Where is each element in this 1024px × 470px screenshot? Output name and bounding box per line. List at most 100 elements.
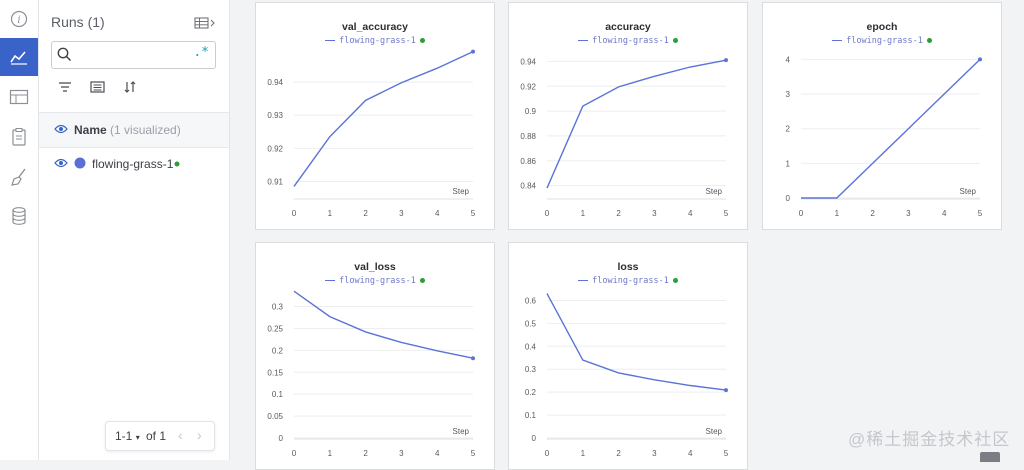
series-end-point <box>978 57 982 62</box>
x-tick-label: 5 <box>724 209 729 218</box>
y-tick-label: 0.1 <box>272 390 284 399</box>
x-tick-label: 1 <box>581 209 586 218</box>
eye-icon[interactable] <box>54 158 68 168</box>
regex-toggle[interactable]: .* <box>193 45 209 60</box>
x-tick-label: 4 <box>435 209 440 218</box>
chart-title: epoch <box>866 21 898 33</box>
x-tick-label: 0 <box>545 209 550 218</box>
chart-legend[interactable]: flowing-grass-1 <box>763 36 1001 46</box>
x-tick-label: 3 <box>652 209 657 218</box>
chart-legend[interactable]: flowing-grass-1 <box>509 36 747 46</box>
chart-card-val-accuracy[interactable]: val_accuracy flowing-grass-1 0.91 0.92 0.9… <box>255 2 495 230</box>
series-end-point <box>724 388 728 393</box>
x-axis-label: Step <box>706 427 723 436</box>
x-tick-label: 3 <box>906 209 911 218</box>
chart-legend[interactable]: flowing-grass-1 <box>256 36 494 46</box>
y-tick-label: 0.15 <box>267 368 283 377</box>
x-tick-label: 2 <box>616 449 621 458</box>
x-tick-label: 4 <box>435 449 440 458</box>
run-name[interactable]: flowing-grass-1 <box>92 157 174 171</box>
x-tick-label: 3 <box>399 209 404 218</box>
page-count: of 1 <box>146 429 167 443</box>
chart-legend[interactable]: flowing-grass-1 <box>256 276 494 286</box>
y-tick-label: 0 <box>279 434 284 443</box>
visualized-count: (1 visualized) <box>110 123 181 137</box>
series-end-point <box>471 49 475 54</box>
run-row[interactable]: flowing-grass-1 <box>39 150 229 176</box>
x-tick-label: 1 <box>328 209 333 218</box>
line-chart[interactable]: 0.84 0.86 0.88 0.9 0.92 0.94 0 1 2 3 4 5 Step <box>509 3 747 229</box>
y-tick-label: 3 <box>786 90 791 99</box>
x-tick-label: 5 <box>724 449 729 458</box>
expand-table-icon[interactable] <box>194 16 216 34</box>
line-chart[interactable]: 0 0.05 0.1 0.15 0.2 0.25 0.3 0 1 2 3 4 5 Step <box>256 243 494 469</box>
y-tick-label: 0.3 <box>272 303 284 312</box>
chart-card-accuracy[interactable]: accuracy flowing-grass-1 0.84 0.86 0.88 0.9… <box>508 2 748 230</box>
x-tick-label: 1 <box>581 449 586 458</box>
y-tick-label: 2 <box>786 125 791 134</box>
y-tick-label: 0.9 <box>525 107 537 116</box>
sort-icon[interactable] <box>123 80 137 99</box>
x-tick-label: 4 <box>688 209 693 218</box>
y-tick-label: 0.25 <box>267 324 283 333</box>
info-icon[interactable]: i <box>0 0 38 38</box>
y-tick-label: 0 <box>532 434 537 443</box>
run-color-swatch[interactable] <box>74 157 86 169</box>
line-chart[interactable]: 0 1 2 3 4 0 1 2 3 4 5 Step <box>763 3 1001 229</box>
prev-page-icon[interactable]: ‹ <box>178 427 183 443</box>
chart-title: loss <box>617 261 639 273</box>
y-tick-label: 1 <box>786 159 791 168</box>
series-line <box>801 58 981 199</box>
charts-icon[interactable] <box>0 38 38 76</box>
table-icon[interactable] <box>0 78 38 116</box>
clipboard-icon[interactable] <box>0 118 38 156</box>
filter-icon[interactable] <box>58 80 72 99</box>
chart-card-val-loss[interactable]: val_loss flowing-grass-1 0 0.05 0.1 0.15 0.2… <box>255 242 495 470</box>
x-tick-label: 2 <box>616 209 621 218</box>
x-tick-label: 4 <box>688 449 693 458</box>
page-range-select[interactable]: 1-1 ▾ <box>115 429 140 443</box>
chart-title: val_loss <box>354 261 396 273</box>
next-page-icon[interactable]: › <box>197 427 202 443</box>
x-axis-label: Step <box>453 187 470 196</box>
svg-text:i: i <box>17 15 20 26</box>
chart-card-epoch[interactable]: epoch flowing-grass-1 0 1 2 3 4 0 1 2 3 4 5 Step <box>762 2 1002 230</box>
chart-title: accuracy <box>605 21 651 33</box>
y-tick-label: 0.84 <box>520 182 536 191</box>
chart-title: val_accuracy <box>342 21 408 33</box>
corner-button[interactable] <box>980 452 1000 462</box>
x-tick-label: 5 <box>978 209 983 218</box>
pagination: 1-1 ▾ of 1 ‹ › <box>105 421 215 451</box>
x-tick-label: 5 <box>471 209 476 218</box>
run-status-dot <box>174 161 180 167</box>
y-tick-label: 0.88 <box>520 132 536 141</box>
x-tick-label: 2 <box>363 209 368 218</box>
y-tick-label: 0.2 <box>525 388 537 397</box>
x-axis-label: Step <box>453 427 470 436</box>
name-header-label: Name (1 visualized) <box>74 123 181 137</box>
y-tick-label: 0.05 <box>267 412 283 421</box>
group-icon[interactable] <box>90 80 105 99</box>
y-tick-label: 0.92 <box>267 144 283 153</box>
search-input[interactable]: .* <box>51 41 216 69</box>
chart-legend[interactable]: flowing-grass-1 <box>509 276 747 286</box>
x-tick-label: 1 <box>328 449 333 458</box>
x-tick-label: 2 <box>363 449 368 458</box>
broom-icon[interactable] <box>0 158 38 196</box>
x-tick-label: 0 <box>292 209 297 218</box>
icon-sidebar: i <box>0 0 39 460</box>
y-tick-label: 0.86 <box>520 157 536 166</box>
database-icon[interactable] <box>0 197 38 235</box>
name-column-header[interactable]: Name (1 visualized) <box>39 112 229 148</box>
x-tick-label: 0 <box>799 209 804 218</box>
y-tick-label: 0.92 <box>520 82 536 91</box>
x-tick-label: 3 <box>652 449 657 458</box>
line-chart[interactable]: 0.91 0.92 0.93 0.94 0 1 2 3 4 5 Step <box>256 3 494 229</box>
series-line <box>546 293 727 391</box>
line-chart[interactable]: 0 0.1 0.2 0.3 0.4 0.5 0.6 0 1 2 3 4 5 Step <box>509 243 747 469</box>
chart-card-loss[interactable]: loss flowing-grass-1 0 0.1 0.2 0.3 0.4 0.5 0.6… <box>508 242 748 470</box>
watermark: @稀土掘金技术社区 <box>848 430 1011 449</box>
y-tick-label: 4 <box>786 55 791 64</box>
eye-icon[interactable] <box>54 124 68 134</box>
y-tick-label: 0.93 <box>267 111 283 120</box>
